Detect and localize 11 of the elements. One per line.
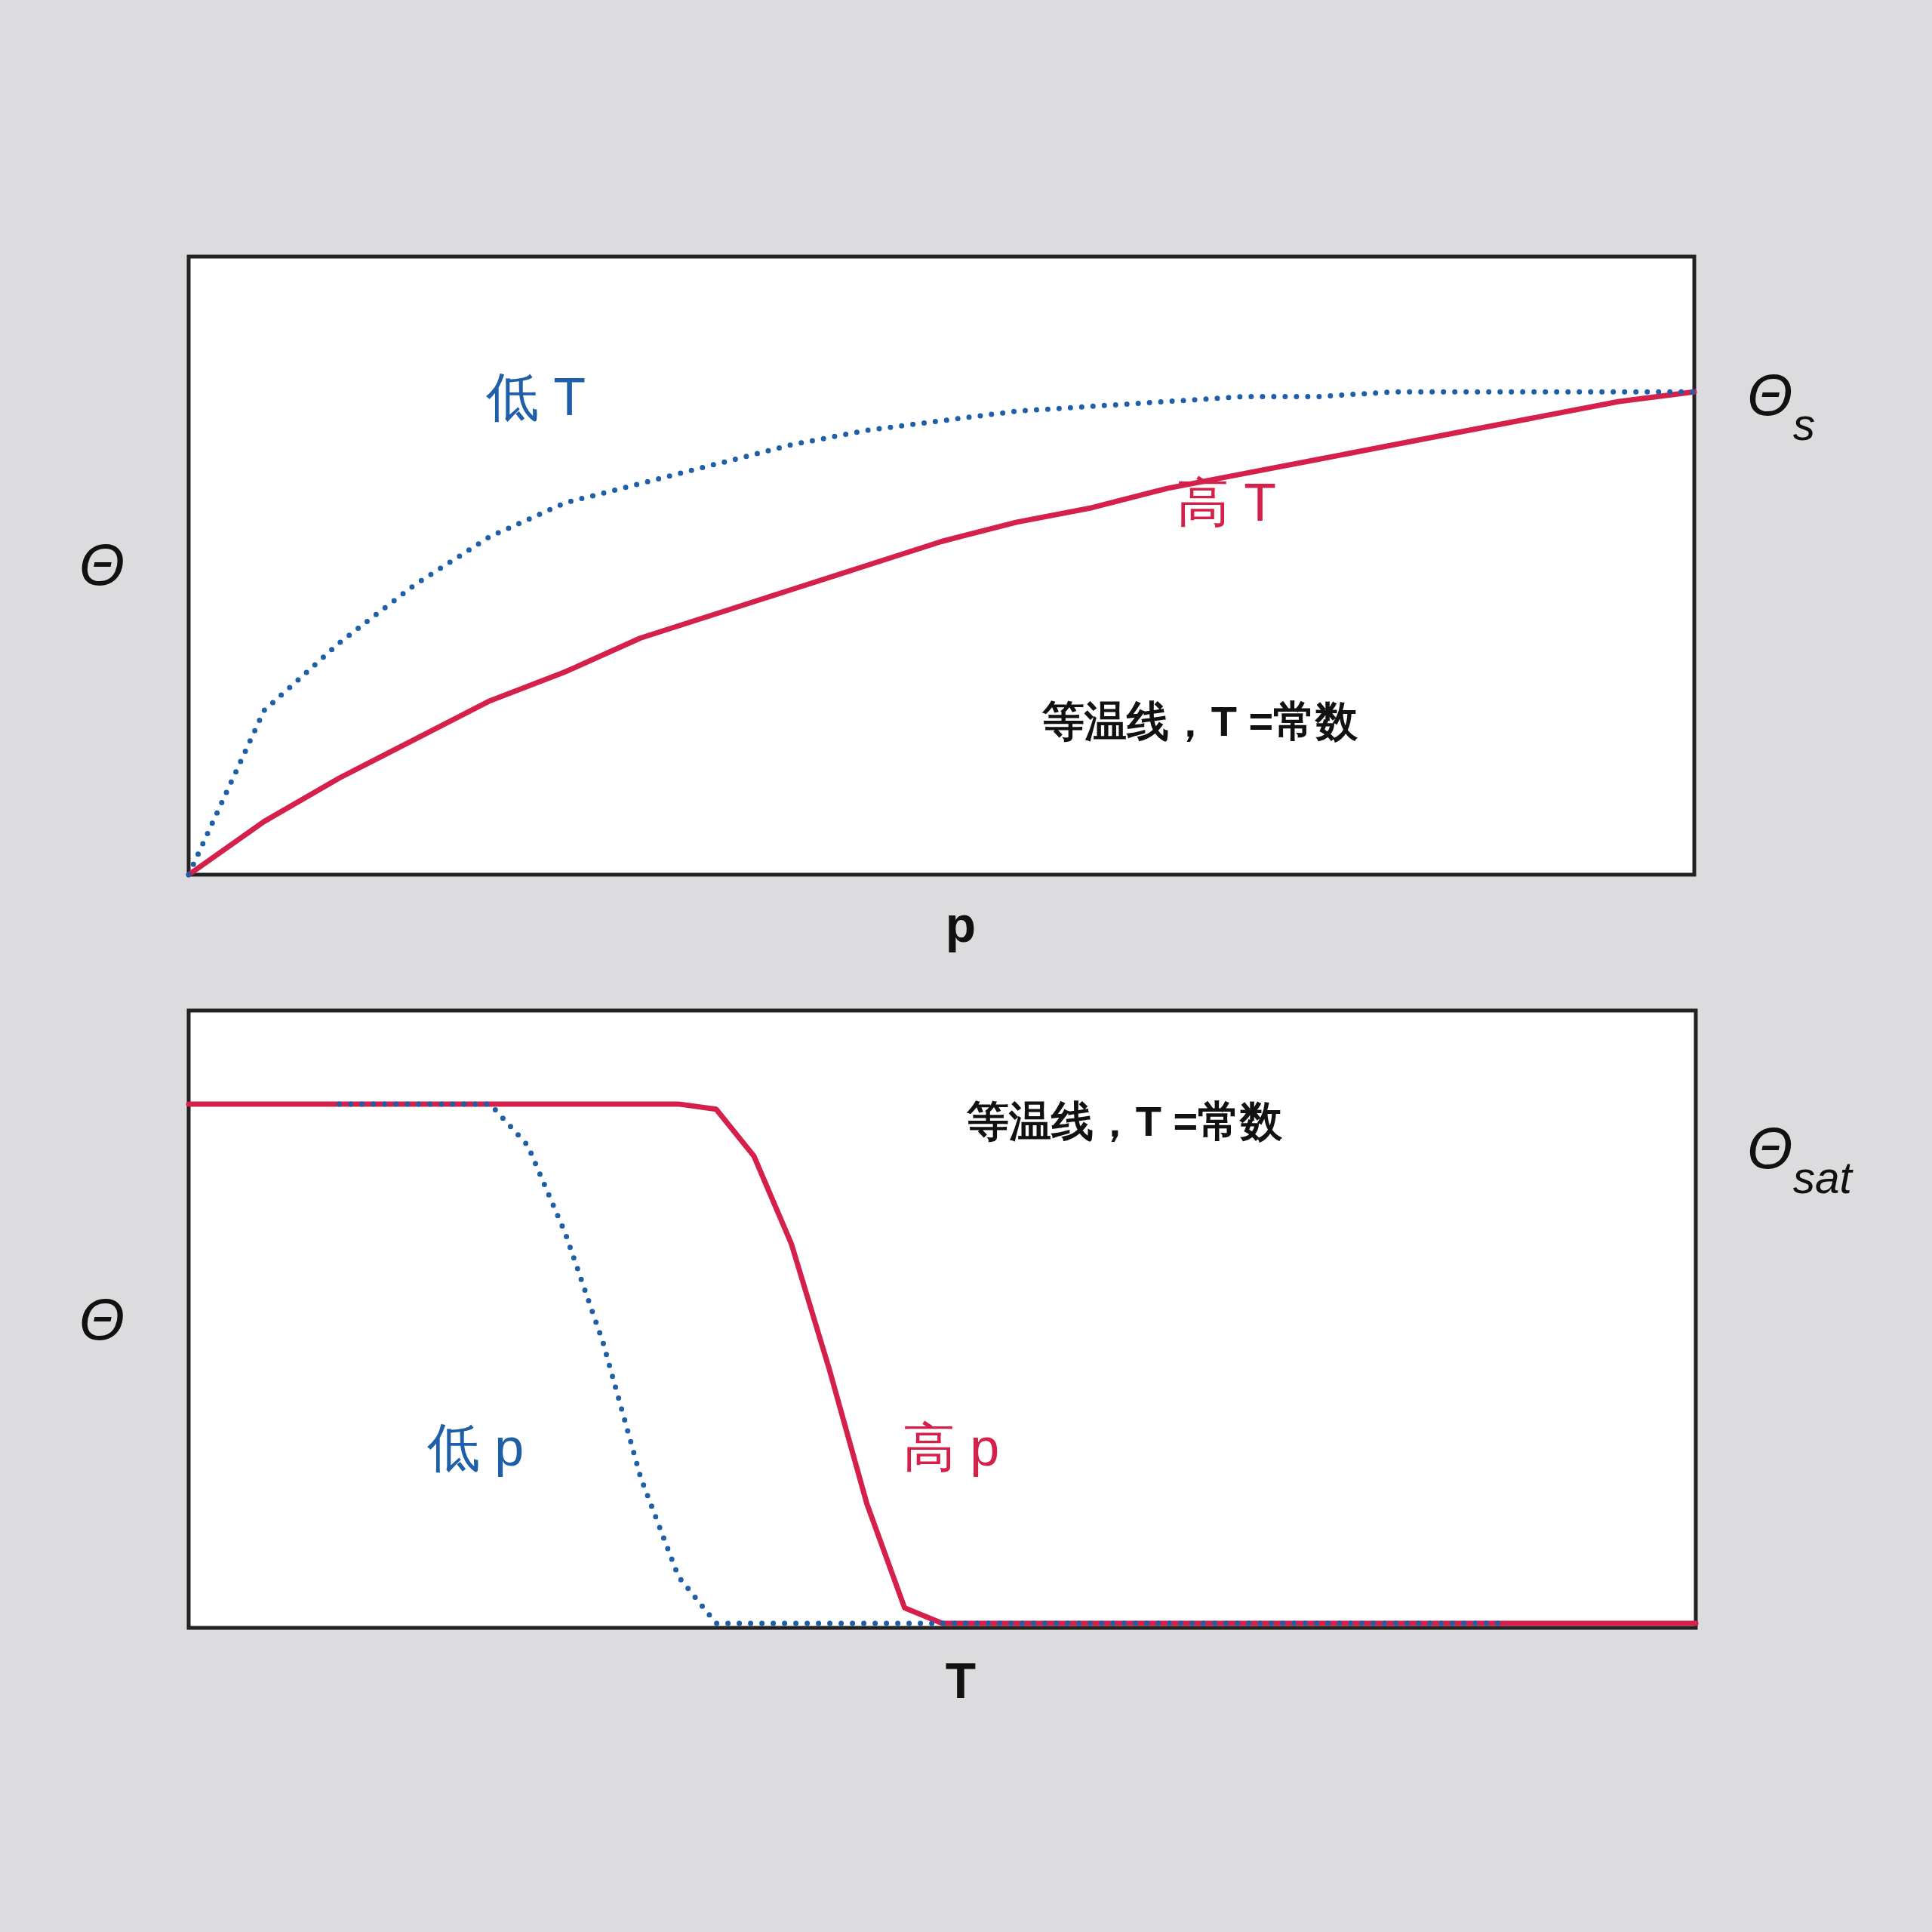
x-axis-title: p: [945, 897, 977, 952]
annotation: 等温线，T =常数: [1041, 697, 1359, 745]
annotation: 等温线，T =常数: [965, 1097, 1284, 1145]
annotation: 低 p: [426, 1418, 525, 1477]
y-axis-title: Θ: [78, 531, 125, 598]
y-axis-title: Θ: [78, 1286, 125, 1352]
x-axis-title: T: [945, 1653, 977, 1709]
annotation: 高 p: [902, 1418, 1000, 1477]
text: Θ$_{sat}$: [1747, 1115, 1854, 1202]
annotation: 低 T: [485, 368, 586, 426]
text: Θ$_{s}$: [1747, 361, 1815, 449]
